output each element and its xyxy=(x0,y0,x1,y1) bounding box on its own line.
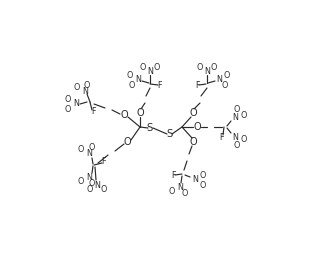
Text: O: O xyxy=(200,170,206,179)
Text: F: F xyxy=(92,108,96,117)
Text: N: N xyxy=(216,74,222,83)
Text: O: O xyxy=(234,104,240,113)
Text: N: N xyxy=(94,180,100,189)
Text: O: O xyxy=(84,81,90,90)
Text: O: O xyxy=(123,137,131,147)
Text: F: F xyxy=(102,157,106,166)
Text: O: O xyxy=(189,108,197,118)
Text: O: O xyxy=(78,145,84,154)
Text: O: O xyxy=(78,176,84,186)
Text: O: O xyxy=(74,82,80,91)
Text: O: O xyxy=(200,180,206,189)
Text: N: N xyxy=(147,68,153,77)
Text: O: O xyxy=(140,63,146,72)
Text: O: O xyxy=(169,188,175,197)
Text: O: O xyxy=(127,70,133,80)
Text: F: F xyxy=(158,82,162,91)
Text: O: O xyxy=(120,110,128,120)
Text: N: N xyxy=(192,174,198,183)
Text: N: N xyxy=(177,183,183,192)
Text: N: N xyxy=(232,113,238,121)
Text: O: O xyxy=(65,104,71,113)
Text: O: O xyxy=(154,63,160,72)
Text: O: O xyxy=(129,81,135,90)
Text: O: O xyxy=(136,108,144,118)
Text: S: S xyxy=(167,129,173,139)
Text: O: O xyxy=(101,186,107,195)
Text: O: O xyxy=(87,186,93,195)
Text: N: N xyxy=(86,173,92,182)
Text: O: O xyxy=(182,189,188,198)
Text: F: F xyxy=(195,82,199,91)
Text: N: N xyxy=(86,149,92,158)
Text: O: O xyxy=(224,70,230,80)
Text: O: O xyxy=(222,81,228,90)
Text: N: N xyxy=(73,99,79,108)
Text: N: N xyxy=(232,132,238,142)
Text: N: N xyxy=(135,74,141,83)
Text: S: S xyxy=(147,123,153,133)
Text: F: F xyxy=(171,171,175,180)
Text: O: O xyxy=(89,143,95,152)
Text: O: O xyxy=(234,140,240,149)
Text: O: O xyxy=(197,63,203,72)
Text: O: O xyxy=(241,135,247,144)
Text: O: O xyxy=(65,95,71,104)
Text: O: O xyxy=(211,63,217,72)
Text: O: O xyxy=(189,137,197,147)
Text: F: F xyxy=(219,132,223,142)
Text: N: N xyxy=(82,87,88,96)
Text: O: O xyxy=(89,179,95,188)
Text: O: O xyxy=(193,122,201,132)
Text: N: N xyxy=(204,68,210,77)
Text: O: O xyxy=(241,111,247,120)
